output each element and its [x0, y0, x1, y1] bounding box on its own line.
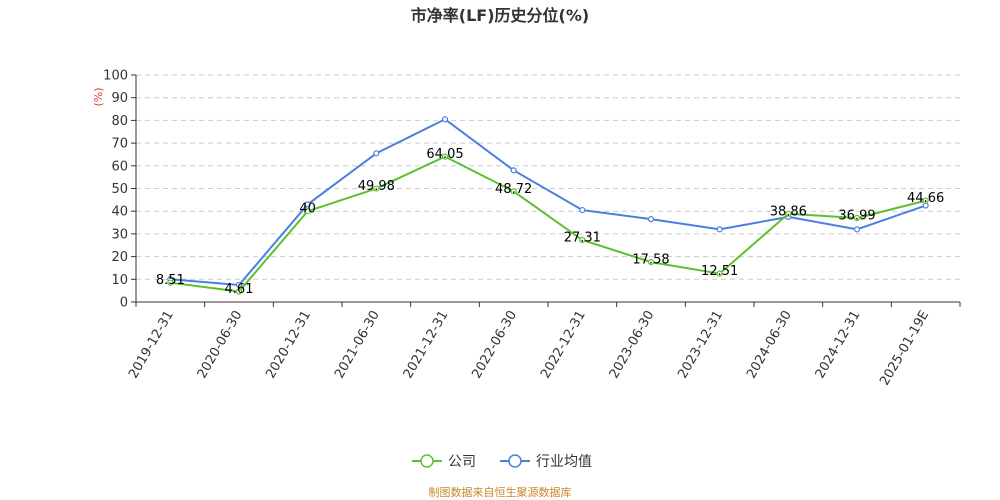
data-point[interactable]	[853, 214, 861, 222]
y-tick-label: 100	[103, 69, 128, 84]
legend[interactable]: 公司 行业均值	[412, 454, 592, 470]
data-point[interactable]	[579, 236, 586, 244]
data-point[interactable]	[853, 226, 861, 233]
legend-label-0[interactable]: 公司	[448, 454, 476, 470]
data-point[interactable]	[922, 197, 929, 204]
series-line-1	[170, 118, 926, 287]
data-point[interactable]	[510, 188, 517, 195]
data-label: 38.86	[770, 204, 807, 219]
y-tick-label: 90	[111, 91, 128, 106]
y-tick-label: 40	[111, 205, 128, 220]
y-tick-label: 30	[111, 227, 128, 242]
x-tick-label: 2025-01-19E	[877, 308, 932, 388]
y-axis-unit: (%)	[92, 87, 105, 106]
data-point[interactable]	[647, 216, 655, 223]
y-tick-label: 20	[111, 250, 128, 265]
x-tick-label: 2021-06-30	[332, 308, 383, 381]
data-label: 48.72	[495, 182, 532, 197]
axes: 0 10 20 30 40 50 60 70 80 90 100 2019-12-31 2020-06-…	[103, 69, 961, 388]
data-point[interactable]	[373, 185, 380, 192]
data-point[interactable]	[235, 288, 243, 295]
y-tick-label: 50	[111, 182, 128, 197]
series-line-0	[170, 155, 926, 293]
source-note: 制图数据来自恒生聚源数据库	[429, 485, 572, 499]
x-tick-label: 2023-06-30	[607, 308, 658, 381]
data-point[interactable]	[647, 258, 655, 266]
x-tick-label: 2020-12-31	[263, 308, 314, 381]
data-label: 12.51	[701, 264, 738, 279]
data-point[interactable]	[167, 279, 174, 286]
x-tick-label: 2019-12-31	[126, 308, 177, 381]
data-point[interactable]	[373, 150, 380, 157]
data-point[interactable]	[441, 116, 449, 123]
x-tick-label: 2024-12-31	[813, 308, 864, 381]
data-point[interactable]	[510, 167, 517, 174]
y-tick-label: 60	[111, 159, 128, 174]
data-point[interactable]	[235, 281, 243, 289]
data-point[interactable]	[716, 226, 723, 233]
data-label: 40	[299, 202, 316, 217]
x-tick-label: 2022-12-31	[538, 308, 589, 381]
grid	[136, 74, 960, 280]
legend-marker-1	[508, 454, 522, 468]
chart-title: 市净率(LF)历史分位(%)	[411, 6, 589, 25]
series-lines	[167, 116, 929, 295]
x-tick-label: 2022-06-30	[469, 308, 520, 381]
legend-marker-0	[420, 454, 434, 468]
data-label: 27.31	[564, 231, 601, 246]
data-label: 49.98	[358, 179, 395, 194]
y-tick-label: 80	[111, 114, 128, 129]
data-point[interactable]	[785, 210, 792, 217]
data-label: 44.66	[907, 191, 944, 206]
x-tick-label: 2021-12-31	[401, 308, 452, 381]
data-point[interactable]	[304, 201, 311, 208]
data-point[interactable]	[579, 206, 586, 214]
y-tick-label: 10	[111, 273, 128, 288]
y-tick-label: 70	[111, 137, 128, 152]
x-tick-label: 2024-06-30	[744, 308, 795, 381]
data-point[interactable]	[304, 208, 311, 215]
data-label: 8.51	[156, 273, 185, 288]
y-tick-label: 0	[120, 296, 128, 311]
data-labels: 8.51 4.61 40 49.98 64.05 48.72 27.31 17.58 12.51…	[156, 147, 944, 297]
data-label: 64.05	[426, 147, 463, 162]
data-label: 4.61	[225, 282, 254, 297]
data-point[interactable]	[716, 270, 723, 277]
data-label: 36.99	[838, 209, 875, 224]
legend-label-1[interactable]: 行业均值	[536, 454, 592, 470]
x-tick-label: 2020-06-30	[195, 308, 246, 381]
data-label: 17.58	[632, 253, 669, 268]
data-point[interactable]	[441, 153, 449, 160]
x-tick-label: 2023-12-31	[675, 308, 726, 381]
